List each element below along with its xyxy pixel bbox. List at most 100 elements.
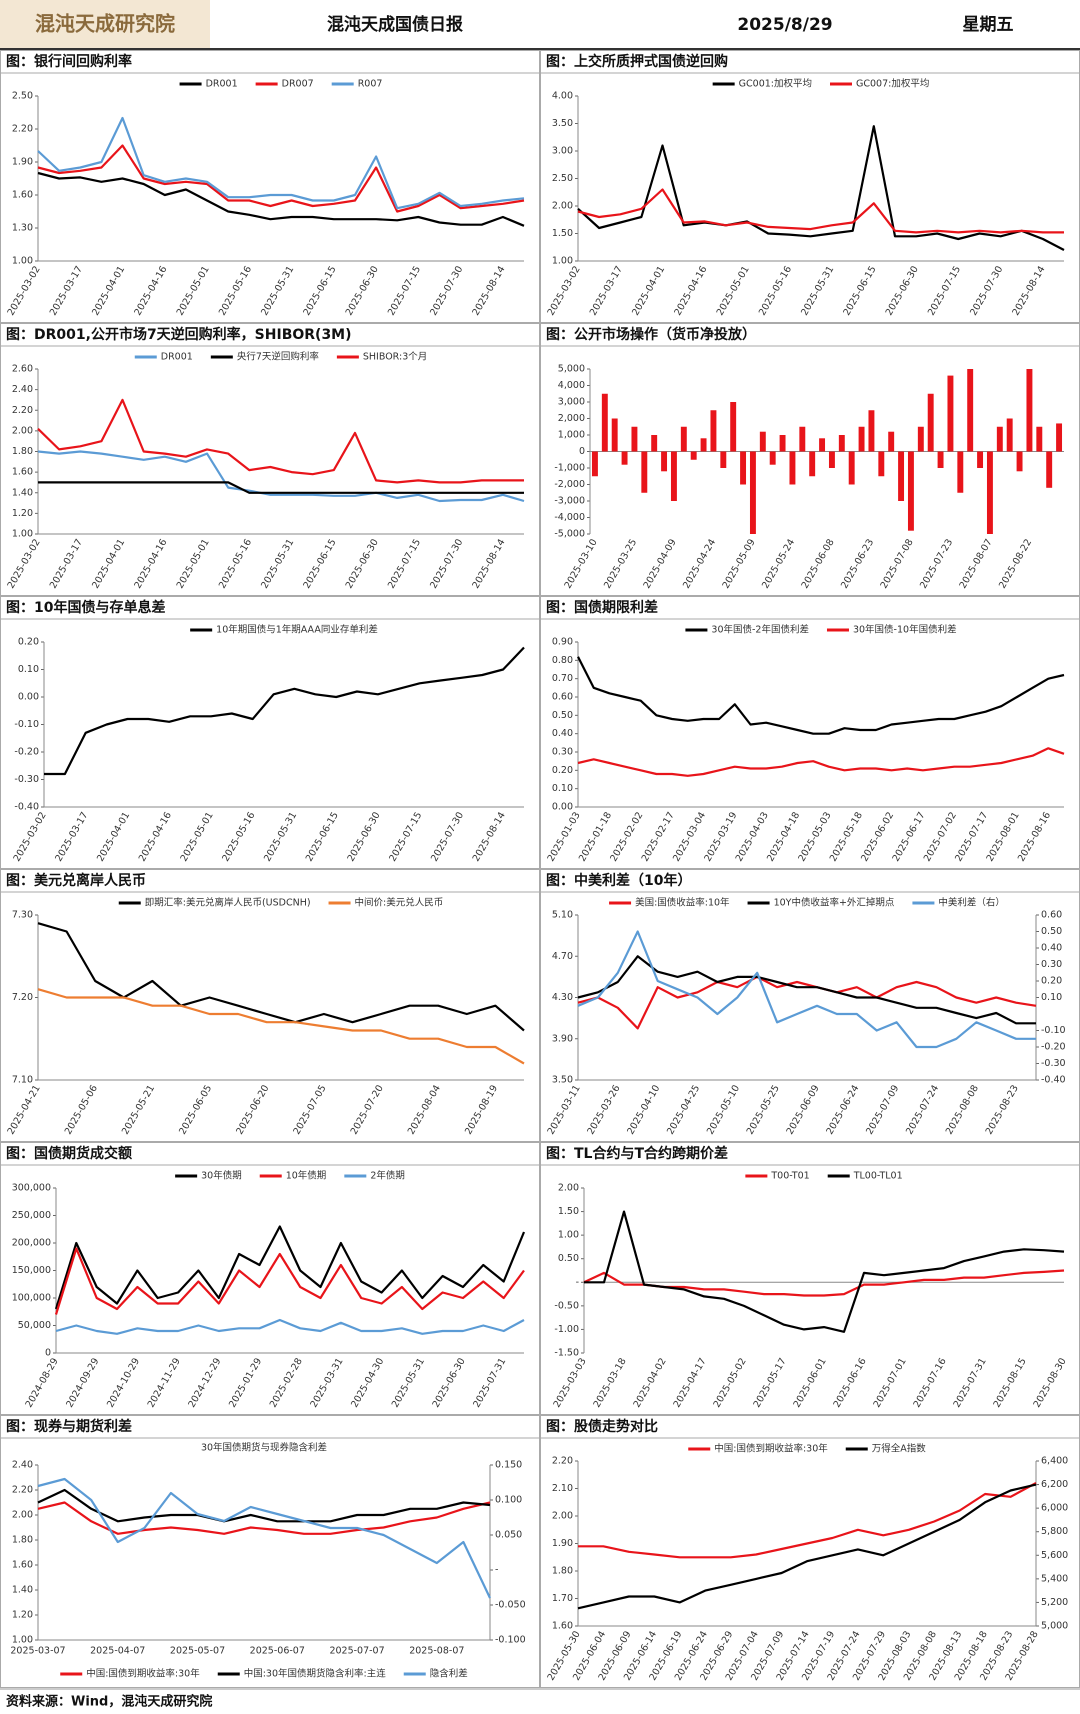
y-tick-label: 0.10 — [18, 664, 39, 675]
bar — [828, 451, 835, 468]
bar — [670, 451, 677, 501]
y-tick-label: -2,000 — [554, 479, 585, 490]
panel-border — [0, 869, 540, 1142]
y-tick-label: -0.40 — [14, 802, 39, 813]
panel-title: 图：现券与期货利差 — [6, 1418, 132, 1435]
y-tick-label: 5,000 — [558, 364, 585, 375]
legend-label: 中美利差（右） — [938, 897, 1005, 909]
bar — [848, 451, 855, 485]
y-tick-label: -1,000 — [554, 463, 585, 474]
panel-title: 图：股债走势对比 — [546, 1418, 658, 1435]
y2-tick-label: -0.100 — [495, 1635, 526, 1646]
legend-label: GC007:加权平均 — [856, 78, 929, 90]
legend-label: 10年债期 — [286, 1170, 327, 1182]
x-tick-label: 2025-07-07 — [329, 1646, 384, 1657]
y-tick-label: 300,000 — [12, 1183, 51, 1194]
y-tick-label: 1.00 — [552, 256, 573, 267]
y-tick-label: 0.80 — [552, 655, 573, 666]
y-tick-label: 1.00 — [12, 256, 33, 267]
panel-border — [0, 1415, 540, 1688]
y2-tick-label: 0.50 — [1041, 926, 1062, 937]
panel-border — [0, 50, 540, 323]
y-tick-label: -0.20 — [14, 747, 39, 758]
y-tick-label: 4,000 — [558, 380, 585, 391]
y-tick-label: 0.60 — [552, 692, 573, 703]
panel-border — [0, 323, 540, 596]
bar — [700, 438, 707, 452]
series-line — [54, 1247, 525, 1315]
y-tick-label: 3,000 — [558, 397, 585, 408]
legend-label: 万得全A指数 — [872, 1443, 926, 1455]
y2-tick-label: 5,800 — [1041, 1526, 1068, 1537]
y-tick-label: 1.60 — [12, 1560, 33, 1571]
y2-tick-label: 0.050 — [495, 1530, 522, 1541]
y-tick-label: -0.50 — [554, 1300, 579, 1311]
legend-label: T00-T01 — [770, 1171, 809, 1182]
y-tick-label: 2.20 — [12, 124, 33, 135]
bar — [591, 451, 598, 477]
y-tick-label: 3.50 — [552, 118, 573, 129]
weekday: 星期五 — [963, 15, 1014, 35]
y-tick-label: 0 — [45, 1348, 51, 1359]
y-tick-label: 1.00 — [12, 1635, 33, 1646]
y2-tick-label: 0.100 — [495, 1495, 522, 1506]
legend-label: 中国:国债到期收益率:30年 — [714, 1443, 828, 1455]
series-line — [37, 398, 524, 484]
y-tick-label: 3.90 — [552, 1033, 573, 1044]
legend-label: 2年债期 — [370, 1170, 405, 1182]
y-tick-label: 1.60 — [552, 1621, 573, 1632]
panel-border — [0, 1142, 540, 1415]
legend-label: 中国:国债到期收益率:30年 — [86, 1668, 200, 1680]
y-tick-label: 7.10 — [12, 1075, 33, 1086]
series-line — [37, 1488, 491, 1523]
y2-tick-label: -0.050 — [495, 1600, 526, 1611]
panel-title: 图：国债期货成交额 — [6, 1145, 132, 1162]
bar — [769, 451, 776, 465]
y-tick-label: 2.40 — [12, 1460, 33, 1471]
bar — [690, 451, 697, 460]
legend-label: 美国:国债收益率:10年 — [635, 897, 730, 909]
series-line — [37, 922, 525, 1032]
y-tick-label: 2.50 — [552, 173, 573, 184]
bar — [661, 451, 668, 472]
y-tick-label: 0.40 — [552, 728, 573, 739]
y-tick-label: 0.90 — [552, 637, 573, 648]
panel-border — [0, 596, 540, 869]
y-tick-label: 0.50 — [552, 710, 573, 721]
series-line — [54, 1225, 526, 1310]
y-tick-label: 1.60 — [12, 467, 33, 478]
y-tick-label: - — [576, 1277, 579, 1288]
y-tick-label: 7.30 — [12, 910, 33, 921]
y-tick-label: 2.20 — [12, 1485, 33, 1496]
logo: 混沌天成研究院 — [35, 12, 175, 36]
y-tick-label: 2.40 — [12, 384, 33, 395]
logo-box — [0, 0, 210, 48]
y2-tick-label: 6,200 — [1041, 1479, 1068, 1490]
y-tick-label: 1.80 — [12, 1535, 33, 1546]
y-tick-label: 0.10 — [552, 783, 573, 794]
series-line — [37, 450, 525, 503]
bar — [809, 451, 816, 477]
y-tick-label: 0 — [579, 446, 585, 457]
legend-label: DR001 — [161, 352, 193, 363]
y-tick-label: 2,000 — [558, 413, 585, 424]
panel-title: 图：上交所质押式国债逆回购 — [546, 53, 728, 70]
bar — [1026, 369, 1033, 452]
y2-tick-label: -0.10 — [1041, 1025, 1066, 1036]
bar — [927, 393, 934, 452]
bar — [917, 426, 924, 452]
x-tick-label: 2025-03-07 — [10, 1646, 65, 1657]
series-line — [578, 1482, 1037, 1559]
legend-label: 10年期国债与1年期AAA同业存单利差 — [216, 624, 378, 636]
bar — [986, 451, 993, 534]
panel-title: 图：中美利差（10年） — [546, 872, 691, 889]
y2-tick-label: 0.30 — [1041, 959, 1062, 970]
bar — [937, 451, 944, 468]
y-tick-label: 1.80 — [552, 1566, 573, 1577]
series-line — [37, 116, 525, 210]
y-tick-label: 1.20 — [12, 1610, 33, 1621]
y-tick-label: 2.20 — [12, 405, 33, 416]
y-tick-label: 200,000 — [12, 1238, 51, 1249]
y2-tick-label: 5,600 — [1041, 1550, 1068, 1561]
